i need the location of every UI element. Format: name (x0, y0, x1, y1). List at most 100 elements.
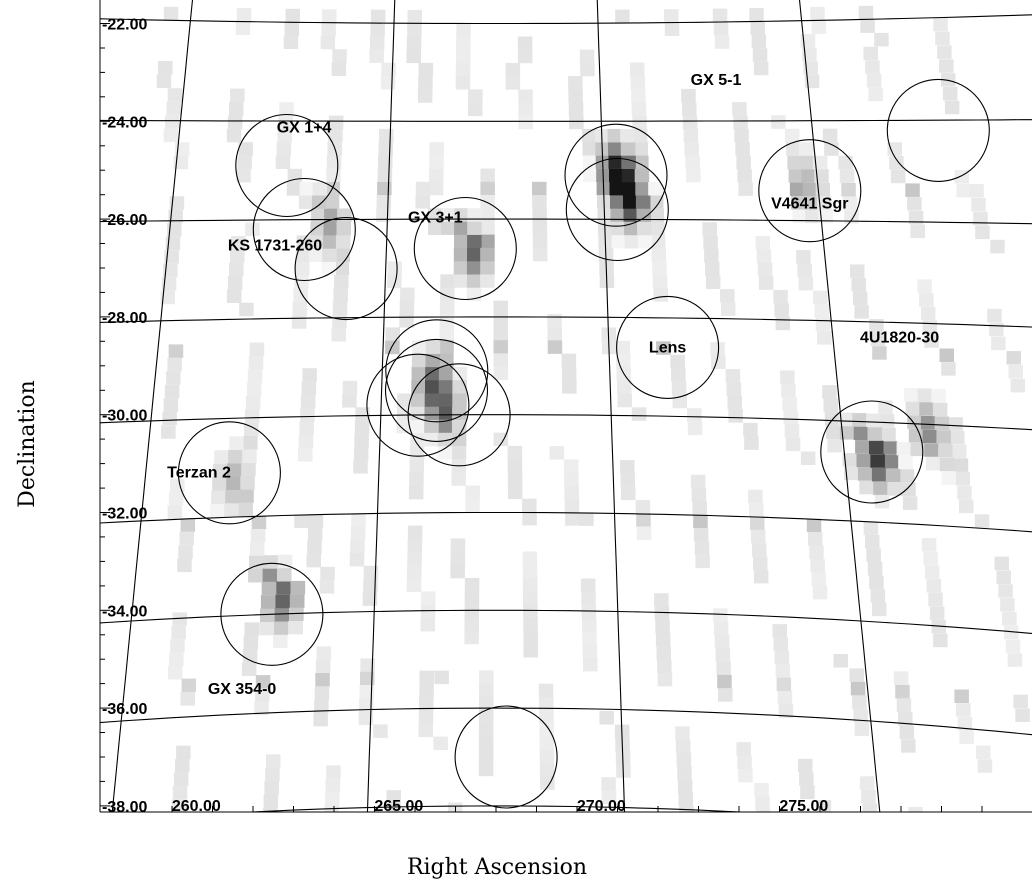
heat-cell (532, 208, 547, 222)
dec-gridline (100, 511, 1032, 533)
heat-cell (165, 236, 181, 251)
heat-cell (493, 327, 508, 341)
source-label: GX 3+1 (408, 210, 463, 227)
heat-cell (241, 662, 257, 676)
heat-cell (480, 234, 495, 249)
heat-cell (321, 261, 336, 276)
heat-cell (467, 208, 482, 222)
heat-cell (582, 618, 597, 632)
heat-cell (583, 168, 598, 183)
heat-cell (860, 19, 875, 33)
heat-cell (712, 8, 728, 23)
heat-cell (865, 60, 880, 74)
heat-cell (335, 235, 351, 249)
heat-cell (736, 742, 751, 756)
heat-cell (283, 35, 299, 49)
heat-cell (622, 182, 637, 196)
heat-cell (756, 809, 771, 812)
heat-cell (959, 730, 974, 744)
fov-circle (235, 113, 339, 218)
heat-cell (896, 698, 912, 712)
source-label: GX 1+4 (277, 120, 332, 137)
heat-cell (872, 602, 887, 617)
heat-cell (290, 580, 306, 595)
heat-cell (507, 485, 523, 499)
heat-cell (265, 767, 280, 782)
heat-cell (167, 357, 182, 372)
heat-cell (621, 486, 636, 501)
heat-cell (244, 422, 259, 437)
heat-cell (294, 514, 309, 528)
heat-cell (493, 432, 509, 447)
heat-cell (682, 115, 698, 130)
heat-cell (608, 142, 623, 156)
heat-cell (615, 9, 630, 24)
heat-cell (169, 196, 185, 210)
heat-cell (419, 697, 434, 711)
heat-cell (466, 261, 482, 275)
heat-cell (386, 790, 401, 804)
heat-cell (621, 155, 636, 169)
heat-cell (455, 76, 471, 90)
heat-cell (456, 23, 471, 37)
heat-cell (478, 723, 494, 737)
heat-cell (861, 789, 876, 804)
heat-cell (381, 62, 396, 77)
heat-cell (547, 340, 563, 354)
heat-cell (358, 711, 374, 725)
ra-gridline (111, 0, 194, 812)
heat-cell (994, 556, 1009, 571)
heat-cell (753, 556, 768, 571)
heat-cell (778, 704, 794, 718)
heat-cell (320, 35, 336, 50)
dec-tick-label: -30.00 (102, 408, 147, 425)
heat-cell (226, 476, 241, 490)
heat-cell (583, 657, 598, 672)
heat-cell (624, 235, 640, 249)
heat-cell (648, 182, 663, 196)
heat-cell (351, 513, 366, 527)
heat-cell (852, 695, 867, 709)
heat-cell (160, 290, 175, 305)
heat-cell (871, 467, 887, 482)
heat-cell (800, 451, 816, 465)
heat-cell (507, 459, 523, 473)
heat-cell (929, 606, 945, 620)
heat-cell (424, 393, 440, 407)
heat-cell (623, 208, 638, 222)
heat-cell (839, 169, 855, 183)
heat-cell (167, 88, 183, 102)
heat-cell (229, 262, 244, 277)
heat-cell (893, 671, 909, 685)
heat-cell (342, 394, 357, 408)
heat-cell (733, 115, 748, 129)
heat-cell (302, 368, 317, 382)
heat-cell (246, 382, 262, 397)
heat-cell (428, 221, 443, 235)
heat-cell (165, 115, 180, 129)
heat-cell (938, 443, 953, 458)
heat-cell (887, 482, 902, 496)
heat-cell (162, 411, 177, 426)
heat-cell (168, 344, 184, 358)
heat-cell (580, 578, 596, 592)
heat-cell (905, 401, 921, 416)
heat-cell (757, 262, 773, 277)
heat-cell (758, 276, 774, 290)
heat-cell (924, 443, 939, 457)
heat-cell (853, 708, 868, 723)
heat-cell (678, 792, 693, 807)
heat-cell (467, 247, 482, 262)
heat-cell (226, 289, 242, 303)
heat-cell (811, 20, 827, 34)
heat-cell (493, 353, 508, 367)
heat-cell (925, 565, 940, 579)
heat-cell (833, 654, 848, 668)
heat-cell (275, 594, 290, 609)
heat-cell (858, 5, 874, 20)
heat-cell (250, 529, 266, 543)
heat-cell (634, 155, 649, 169)
heat-cell (692, 501, 707, 515)
heat-cell (611, 234, 626, 249)
heat-cell (320, 566, 335, 581)
